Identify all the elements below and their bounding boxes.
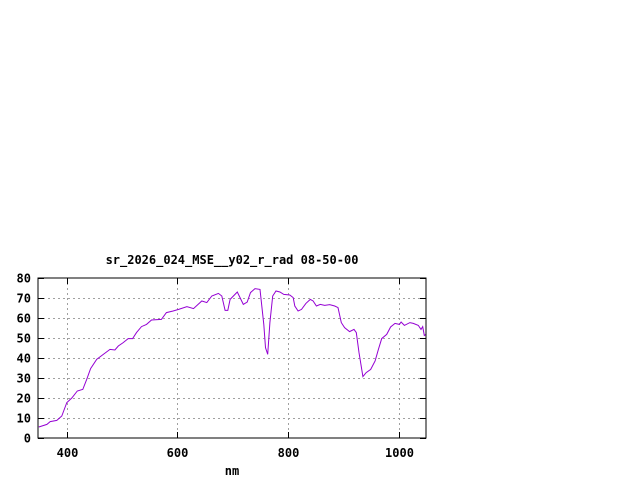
y-tick-label: 40 <box>17 352 31 366</box>
x-axis-label: nm <box>225 464 239 478</box>
y-tick-label: 70 <box>17 292 31 306</box>
y-tick-label: 20 <box>17 392 31 406</box>
x-tick-label: 1000 <box>385 446 414 460</box>
series-line <box>38 288 427 428</box>
grid <box>38 278 426 438</box>
x-tick-label: 600 <box>167 446 189 460</box>
y-tick-label: 10 <box>17 412 31 426</box>
x-tick-label: 800 <box>278 446 300 460</box>
plot-border <box>37 277 427 439</box>
chart-title: sr_2026_024_MSE__y02_r_rad 08-50-00 <box>106 253 359 268</box>
y-tick-label: 80 <box>17 272 31 286</box>
y-tick-label: 60 <box>17 312 31 326</box>
y-tick-label: 0 <box>24 432 31 446</box>
ticks: 0 10 20 30 40 50 60 70 80 400 600 800 1000 <box>17 272 426 460</box>
y-tick-label: 50 <box>17 332 31 346</box>
x-tick-label: 400 <box>57 446 79 460</box>
y-tick-label: 30 <box>17 372 31 386</box>
